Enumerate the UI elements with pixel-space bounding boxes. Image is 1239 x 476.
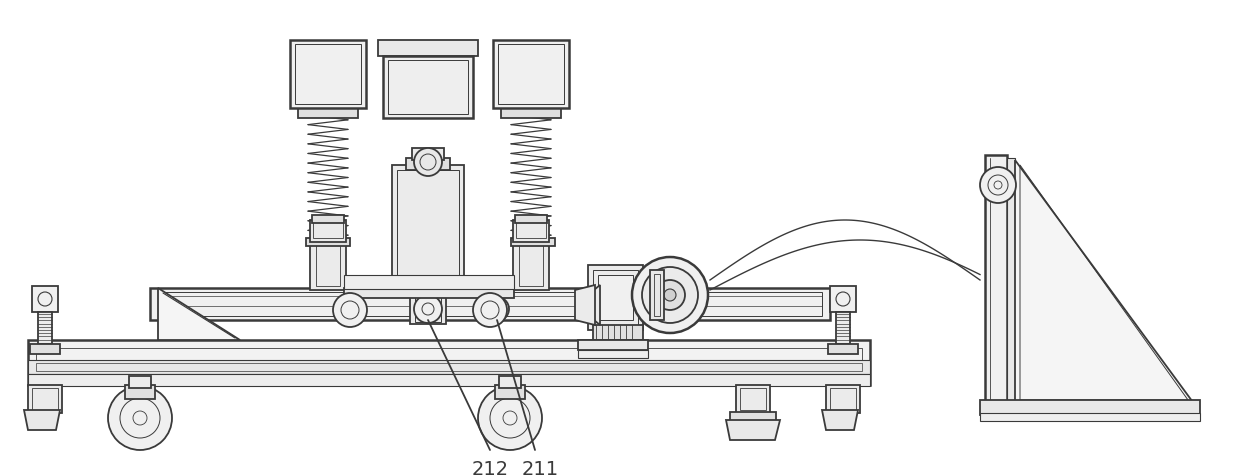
Circle shape [484,297,509,321]
Circle shape [108,386,172,450]
Bar [589,265,643,330]
Bar [415,296,441,322]
Bar [985,155,1007,415]
Bar [413,148,444,160]
Bar [406,158,450,170]
Circle shape [632,257,707,333]
Bar [36,348,862,376]
Bar [740,388,766,410]
Bar [830,388,856,410]
Bar [295,44,361,104]
Bar [598,275,633,320]
Bar [290,40,366,108]
Circle shape [664,289,676,301]
Bar [378,40,478,56]
Bar [32,286,58,312]
Bar [383,56,473,118]
Bar [410,292,446,324]
Text: 212: 212 [471,460,508,476]
Polygon shape [589,285,600,325]
Bar [730,412,776,422]
Polygon shape [821,410,857,430]
Bar [392,165,463,295]
Bar [28,385,62,413]
Bar [299,108,358,118]
Polygon shape [1015,160,1194,405]
Circle shape [642,267,698,323]
Polygon shape [575,285,595,325]
Bar [593,270,638,325]
Polygon shape [726,420,781,440]
Bar [32,388,58,410]
Bar [310,240,346,290]
Circle shape [655,280,685,310]
Bar [312,215,344,223]
Bar [830,286,856,312]
Bar [826,385,860,413]
Bar [519,244,543,286]
Bar [150,288,830,320]
Bar [499,376,522,388]
Text: 211: 211 [522,460,559,476]
Bar [306,238,349,246]
Bar [510,238,555,246]
Bar [396,170,458,290]
Bar [836,312,850,344]
Bar [28,360,870,374]
Bar [344,275,514,289]
Bar [36,363,862,371]
Circle shape [980,167,1016,203]
Circle shape [478,386,541,450]
Bar [129,376,151,388]
Bar [38,312,52,344]
Bar [501,108,561,118]
Bar [310,220,346,242]
Bar [736,385,769,413]
Bar [498,44,564,104]
Circle shape [473,293,507,327]
Polygon shape [24,410,59,430]
Bar [316,244,339,286]
Bar [28,340,870,385]
Bar [159,296,821,306]
Bar [30,344,59,354]
Bar [513,220,549,242]
Bar [980,400,1201,415]
Bar [493,40,569,108]
Circle shape [333,293,367,327]
Bar [159,292,821,316]
Bar [125,385,155,399]
Bar [593,325,643,340]
Bar [28,374,870,386]
Bar [515,215,546,223]
Circle shape [414,148,442,176]
Circle shape [414,295,442,323]
Bar [579,340,648,350]
Bar [650,270,664,320]
Bar [313,222,343,238]
Bar [1007,158,1015,412]
Bar [654,274,660,316]
Bar [388,60,468,114]
Bar [828,344,857,354]
Bar [513,240,549,290]
Bar [980,413,1201,421]
Bar [579,350,648,358]
Bar [496,385,525,399]
Bar [515,222,546,238]
Polygon shape [159,288,240,340]
Bar [344,288,514,298]
